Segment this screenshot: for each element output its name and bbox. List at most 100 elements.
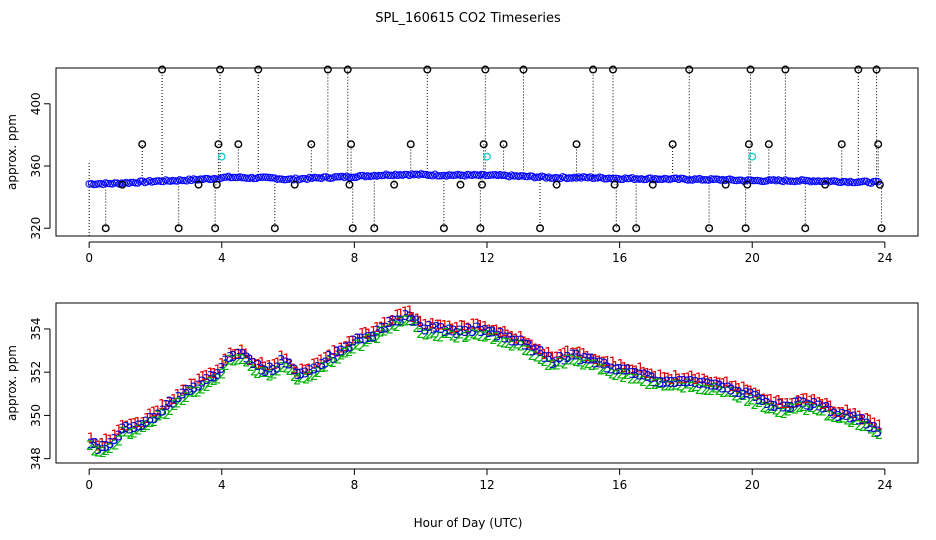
- series-1-point: 1: [457, 319, 465, 334]
- series-3-point: 3: [266, 362, 274, 377]
- series-3-point: 3: [461, 325, 469, 340]
- series-2-point: 2: [854, 419, 862, 434]
- series-3-point: 3: [827, 405, 835, 420]
- series-3-point: 3: [297, 368, 305, 383]
- series-3-point: 3: [783, 400, 791, 415]
- co2-point: [684, 176, 692, 184]
- co2-point: [456, 171, 465, 179]
- series-2-point: 2: [572, 355, 580, 370]
- co2-point: [171, 177, 179, 185]
- series-1-point: 1: [413, 313, 421, 328]
- co2-point: [257, 173, 265, 182]
- series-2-point: 2: [616, 368, 624, 383]
- series-1-point: 1: [282, 352, 290, 367]
- co2-point: [136, 177, 144, 185]
- series-1-point: 1: [401, 306, 409, 321]
- series-3-point: 3: [735, 386, 743, 401]
- co2-point: [735, 176, 743, 184]
- series-3-point: 3: [353, 332, 361, 347]
- series-2-point: 2: [560, 357, 568, 372]
- co2-point: [435, 172, 444, 180]
- series-1-point: 1: [290, 362, 298, 377]
- series-2-point: 2: [297, 371, 305, 386]
- series-3-point: 3: [815, 399, 823, 414]
- series-2-point: 2: [247, 360, 255, 375]
- raw-y-tick-label: 400: [29, 92, 43, 115]
- series-3-point: 3: [165, 395, 173, 410]
- series-2-point: 2: [835, 412, 843, 427]
- series-1-point: 1: [416, 315, 424, 330]
- series-1-point: 1: [675, 372, 683, 387]
- series-2-point: 2: [811, 403, 819, 418]
- series-3-point: 3: [356, 332, 364, 347]
- series-3-point: 3: [217, 362, 225, 377]
- series-1-point: 1: [863, 412, 871, 427]
- series-3-point: 3: [497, 327, 505, 342]
- series-2-point: 2: [258, 366, 266, 381]
- raw-x-tick-label: 8: [351, 251, 359, 265]
- series-3-point: 3: [365, 331, 373, 346]
- series-2-point: 2: [213, 373, 221, 388]
- spike-point: [234, 140, 243, 149]
- series-3-point: 3: [512, 334, 520, 349]
- series-2-point: 2: [830, 411, 838, 426]
- series-1-point: 1: [441, 319, 449, 334]
- series-2-point: 2: [139, 421, 147, 436]
- series-1-point: 1: [445, 319, 453, 334]
- series-1-point: 1: [143, 412, 151, 427]
- spike-point: [174, 224, 183, 233]
- series-3-point: 3: [501, 331, 509, 346]
- spike-point: [744, 140, 753, 149]
- averaged-panel-y-axis: 348 350 352 354: [29, 317, 51, 470]
- series-3-point: 3: [874, 426, 882, 441]
- co2-point: [644, 174, 653, 182]
- series-2-point: 2: [373, 332, 381, 347]
- spike-point: [216, 65, 225, 74]
- series-1-point: 1: [131, 417, 139, 432]
- spike-point: [138, 140, 147, 149]
- series-2-point: 2: [651, 378, 659, 393]
- series-1-point: 1: [377, 320, 385, 335]
- co2-point: [433, 172, 441, 180]
- series-3-point: 3: [719, 381, 727, 396]
- series-2-point: 2: [780, 407, 788, 422]
- series-1-point: 1: [855, 410, 863, 425]
- series-1-point: 1: [198, 370, 206, 385]
- series-2-point: 2: [667, 380, 675, 395]
- series-1-point: 1: [476, 319, 484, 334]
- series-2-point: 2: [553, 359, 561, 374]
- series-1-point: 1: [712, 376, 720, 391]
- series-2-point: 2: [521, 344, 529, 359]
- series-2-point: 2: [796, 401, 804, 416]
- series-1-point: 1: [728, 380, 736, 395]
- series-2-point: 2: [102, 444, 110, 459]
- series-1-point: 1: [426, 319, 434, 334]
- series-1-point: 1: [330, 344, 338, 359]
- series-1-point: 1: [794, 394, 802, 409]
- co2-point: [802, 176, 810, 185]
- spike-point: [101, 224, 110, 233]
- series-2-point: 2: [464, 330, 472, 345]
- series-1-point: 1: [448, 322, 456, 337]
- series-2-point: 2: [700, 383, 708, 398]
- series-1-point: 1: [707, 376, 715, 391]
- series-3-point: 3: [159, 404, 167, 419]
- series-2-point: 2: [362, 335, 370, 350]
- series-1-point: 1: [146, 407, 154, 422]
- co2-point: [600, 175, 609, 183]
- series-2-point: 2: [441, 327, 449, 342]
- series-3-point: 3: [663, 376, 671, 391]
- series-1-point: 1: [210, 367, 218, 382]
- series-1-point: 1: [636, 362, 644, 377]
- co2-point: [419, 170, 428, 179]
- series-3-point: 3: [508, 334, 516, 349]
- co2-point: [169, 176, 177, 185]
- series-1-point: 1: [102, 433, 110, 448]
- series-1-point: 1: [345, 335, 353, 350]
- series-2-point: 2: [540, 355, 548, 370]
- series-2-point: 2: [568, 354, 576, 369]
- series-1-point: 1: [277, 350, 285, 365]
- series-3-point: 3: [186, 384, 194, 399]
- raw-y-tick-label: 360: [29, 155, 43, 178]
